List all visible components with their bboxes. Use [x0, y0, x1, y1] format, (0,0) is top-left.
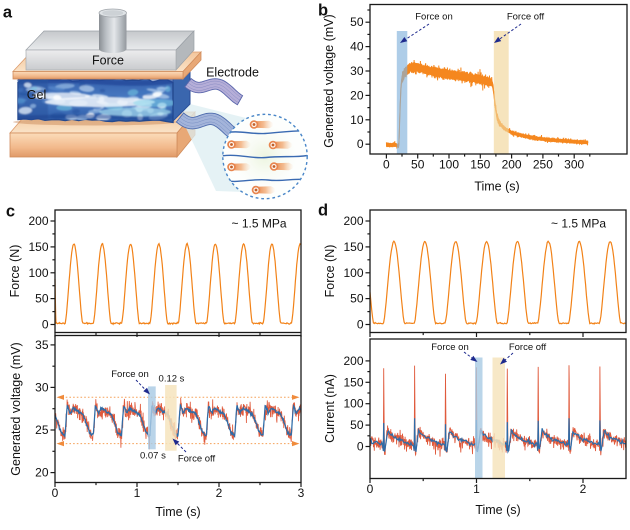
svg-text:Force: Force: [92, 54, 124, 68]
svg-text:200: 200: [343, 354, 363, 368]
svg-text:~ 1.5 MPa: ~ 1.5 MPa: [231, 217, 286, 231]
svg-text:Force on: Force on: [415, 12, 453, 23]
svg-text:100: 100: [439, 158, 459, 172]
svg-text:Time (s): Time (s): [475, 503, 520, 517]
svg-text:2: 2: [580, 482, 587, 496]
svg-text:Gel: Gel: [27, 88, 46, 102]
svg-text:2: 2: [216, 486, 223, 500]
svg-text:50: 50: [35, 292, 49, 306]
svg-text:150: 150: [470, 158, 490, 172]
svg-text:Force off: Force off: [509, 342, 547, 353]
svg-text:200: 200: [28, 214, 48, 228]
svg-text:250: 250: [533, 158, 553, 172]
svg-text:a: a: [3, 4, 13, 22]
svg-text:d: d: [318, 202, 328, 220]
svg-text:50: 50: [350, 418, 364, 432]
svg-text:Force (N): Force (N): [8, 245, 22, 298]
svg-text:1: 1: [134, 486, 141, 500]
svg-text:b: b: [318, 2, 328, 20]
svg-text:0.12 s: 0.12 s: [159, 374, 185, 385]
svg-text:20: 20: [35, 466, 49, 480]
svg-text:0: 0: [42, 318, 49, 332]
svg-text:Time (s): Time (s): [474, 180, 519, 194]
svg-text:0: 0: [367, 482, 374, 496]
svg-text:Electrode: Electrode: [206, 66, 259, 80]
svg-text:0: 0: [357, 137, 364, 151]
svg-text:Time (s): Time (s): [155, 505, 200, 519]
svg-text:Generated voltage (mV): Generated voltage (mV): [9, 342, 23, 475]
svg-text:30: 30: [350, 64, 364, 78]
svg-text:50: 50: [350, 15, 364, 29]
svg-text:150: 150: [343, 240, 363, 254]
svg-text:Force (N): Force (N): [323, 245, 337, 298]
svg-text:1: 1: [473, 482, 480, 496]
svg-text:Current (nA): Current (nA): [323, 374, 337, 443]
svg-text:Force off: Force off: [507, 12, 545, 23]
svg-text:Force off: Force off: [178, 453, 216, 464]
svg-text:100: 100: [343, 397, 363, 411]
svg-text:200: 200: [343, 214, 363, 228]
svg-text:0: 0: [383, 158, 390, 172]
svg-text:c: c: [6, 203, 15, 221]
svg-text:3: 3: [298, 486, 305, 500]
svg-text:~ 1.5 MPa: ~ 1.5 MPa: [551, 217, 606, 231]
svg-text:100: 100: [28, 266, 48, 280]
svg-text:Force on: Force on: [431, 342, 469, 353]
svg-text:150: 150: [343, 375, 363, 389]
svg-text:0: 0: [52, 486, 59, 500]
svg-text:0: 0: [357, 318, 364, 332]
svg-text:25: 25: [35, 423, 49, 437]
svg-text:10: 10: [350, 113, 364, 127]
svg-text:0: 0: [357, 440, 364, 454]
svg-text:40: 40: [350, 40, 364, 54]
svg-text:0.07 s: 0.07 s: [140, 451, 166, 462]
svg-text:150: 150: [28, 240, 48, 254]
svg-text:50: 50: [411, 158, 425, 172]
svg-text:100: 100: [343, 266, 363, 280]
svg-text:200: 200: [502, 158, 522, 172]
svg-text:Force on: Force on: [111, 369, 149, 380]
svg-text:Generated voltage (mV): Generated voltage (mV): [322, 14, 336, 147]
svg-text:20: 20: [350, 88, 364, 102]
svg-text:30: 30: [35, 380, 49, 394]
svg-text:35: 35: [35, 338, 49, 352]
svg-text:300: 300: [564, 158, 584, 172]
svg-text:50: 50: [350, 292, 364, 306]
